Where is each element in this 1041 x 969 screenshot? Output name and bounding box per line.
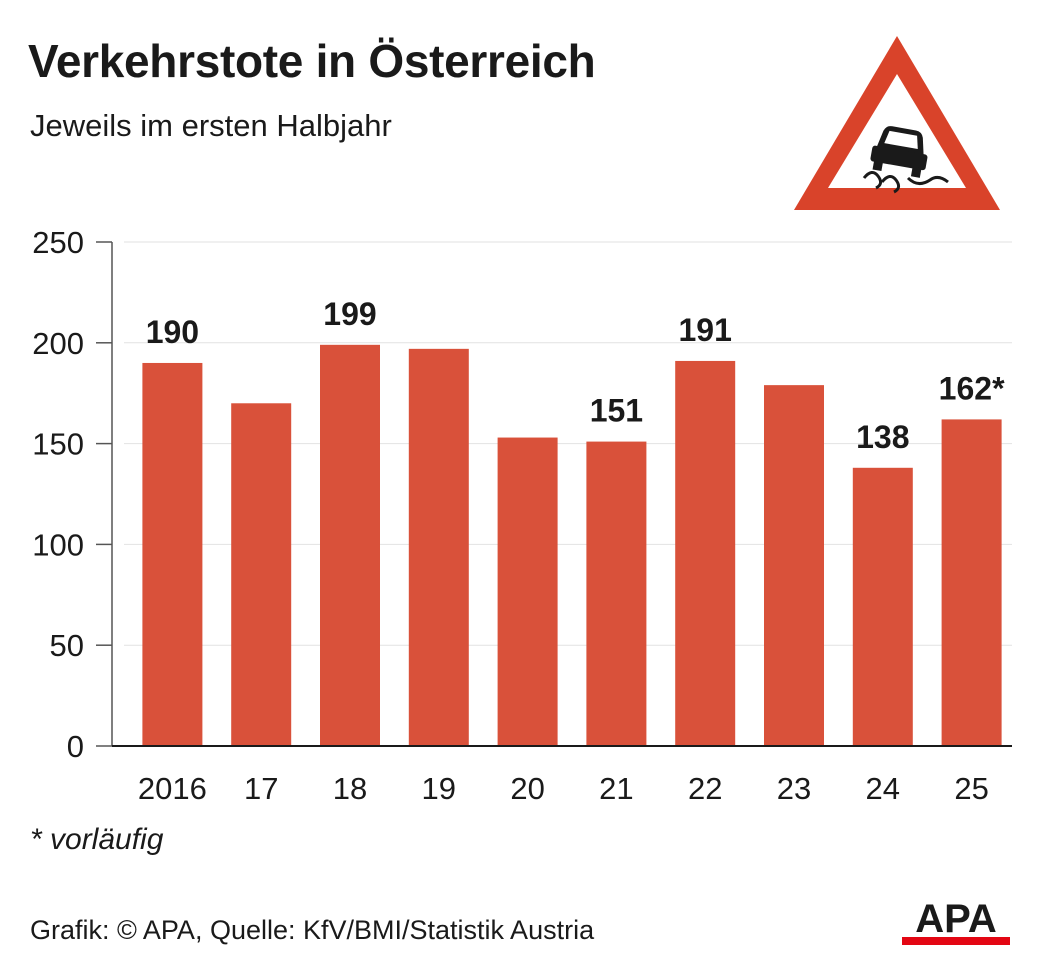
- data-label: 162*: [939, 370, 1005, 406]
- y-tick-label: 150: [32, 427, 84, 462]
- chart-title: Verkehrstote in Österreich: [28, 35, 596, 87]
- footnote: * vorläufig: [30, 823, 164, 856]
- x-tick-label: 2016: [138, 771, 207, 806]
- bar: [941, 419, 1002, 746]
- x-tick-label: 19: [422, 771, 456, 806]
- apa-logo: APA: [902, 898, 1010, 945]
- x-tick-label: 24: [866, 771, 900, 806]
- data-label: 191: [679, 312, 732, 348]
- data-label: 199: [323, 296, 376, 332]
- y-tick-label: 50: [50, 628, 84, 663]
- apa-logo-text: APA: [915, 898, 996, 941]
- y-tick-label: 100: [32, 527, 84, 562]
- x-tick-label: 18: [333, 771, 367, 806]
- source-credit: Grafik: © APA, Quelle: KfV/BMI/Statistik…: [30, 915, 595, 945]
- bar: [675, 360, 736, 746]
- bar: [320, 344, 380, 746]
- bar: [142, 362, 203, 746]
- x-tick-label: 20: [510, 771, 544, 806]
- data-label: 151: [590, 393, 643, 429]
- y-tick-label: 0: [67, 729, 84, 764]
- x-tick-label: 22: [688, 771, 722, 806]
- bar: [231, 403, 292, 746]
- bar: [497, 437, 558, 746]
- x-tick-label: 17: [244, 771, 278, 806]
- y-tick-label: 200: [32, 326, 84, 361]
- y-tick-label: 250: [32, 225, 84, 260]
- bar: [852, 467, 913, 746]
- data-label: 190: [146, 314, 199, 350]
- chart-subtitle: Jeweils im ersten Halbjahr: [30, 108, 392, 143]
- data-label: 138: [856, 419, 909, 455]
- bar: [408, 348, 469, 746]
- bar: [586, 441, 647, 746]
- bar: [764, 385, 824, 746]
- x-tick-label: 21: [599, 771, 633, 806]
- x-tick-label: 23: [777, 771, 811, 806]
- x-tick-label: 25: [954, 771, 988, 806]
- slippery-road-warning-icon: [794, 36, 1000, 210]
